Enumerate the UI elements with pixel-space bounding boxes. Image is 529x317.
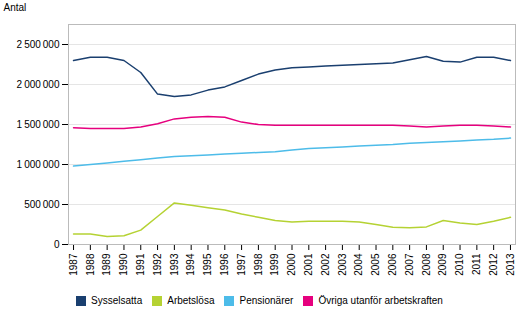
html-text:Övriga utanför arbetskraften: Övriga utanför arbetskraften (318, 295, 443, 306)
svg-text:1998: 1998 (253, 253, 264, 276)
svg-text:1988: 1988 (85, 253, 96, 276)
svg-text:Antal: Antal (4, 2, 27, 13)
svg-text:2002: 2002 (320, 253, 331, 276)
svg-text:2011: 2011 (471, 253, 482, 275)
svg-text:2001: 2001 (303, 253, 314, 276)
svg-text:1994: 1994 (185, 253, 196, 276)
svg-text:2 000 000: 2 000 000 (17, 79, 60, 90)
svg-text:1999: 1999 (269, 253, 280, 276)
svg-text:2008: 2008 (421, 253, 432, 276)
svg-text:2 500 000: 2 500 000 (17, 39, 60, 50)
svg-text:1996: 1996 (219, 253, 230, 276)
svg-text:1992: 1992 (152, 253, 163, 276)
svg-text:1990: 1990 (118, 253, 129, 276)
svg-text:2013: 2013 (505, 253, 516, 276)
svg-text:2010: 2010 (454, 253, 465, 276)
svg-text:2005: 2005 (370, 253, 381, 276)
svg-text:0: 0 (54, 239, 60, 250)
svg-text:1987: 1987 (68, 253, 79, 276)
svg-text:1989: 1989 (101, 253, 112, 276)
svg-text:1991: 1991 (135, 253, 146, 276)
svg-text:2012: 2012 (488, 253, 499, 276)
svg-text:2006: 2006 (387, 253, 398, 276)
svg-text:2009: 2009 (437, 253, 448, 276)
svg-text:2004: 2004 (353, 253, 364, 276)
html-text:Pensionärer: Pensionärer (239, 295, 294, 306)
svg-text:1995: 1995 (202, 253, 213, 276)
svg-text:1997: 1997 (236, 253, 247, 276)
svg-text:2007: 2007 (404, 253, 415, 276)
svg-text:2000: 2000 (286, 253, 297, 276)
svg-text:1993: 1993 (169, 253, 180, 276)
svg-text:500 000: 500 000 (24, 199, 60, 210)
html-text:Arbetslösa: Arbetslösa (167, 295, 215, 306)
svg-text:2003: 2003 (337, 253, 348, 276)
svg-text:1 000 000: 1 000 000 (17, 159, 60, 170)
html-text:Sysselsatta: Sysselsatta (91, 295, 143, 306)
svg-text:1 500 000: 1 500 000 (17, 119, 60, 130)
